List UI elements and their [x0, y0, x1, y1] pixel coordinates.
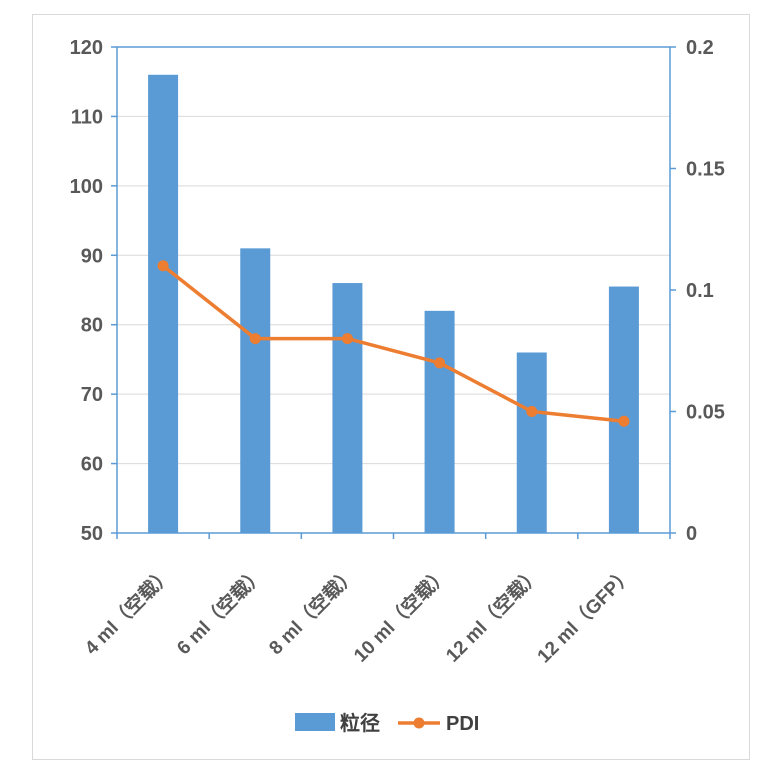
- bar: [608, 286, 639, 533]
- left-tick-label: 50: [81, 523, 103, 545]
- bar: [332, 283, 363, 533]
- chart-frame: [32, 14, 750, 760]
- pdi-point: [341, 333, 353, 345]
- left-axis-ticks: 50 60 70 80 90 100 110 120: [70, 37, 103, 545]
- bar: [424, 310, 455, 533]
- right-axis-ticks: 0 0.05 0.1 0.15 0.2: [686, 37, 725, 545]
- legend-swatch-bar: [295, 713, 335, 731]
- left-tick-label: 70: [81, 384, 103, 406]
- category-label: 12 ml（GFP）: [532, 562, 637, 667]
- pdi-point: [526, 406, 538, 417]
- legend-label-bar: 粒径: [340, 711, 380, 735]
- legend: 粒径 PDI: [295, 711, 479, 735]
- pdi-point: [618, 415, 630, 427]
- category-labels: 4 ml（空载）6 ml（空载）8 ml（空载）10 ml（空载）12 ml（空…: [80, 562, 638, 667]
- pdi-line: [161, 264, 625, 423]
- bar: [516, 352, 547, 533]
- right-tick-label: 0.1: [686, 280, 714, 302]
- pdi-point: [249, 333, 261, 345]
- right-tick-label: 0: [686, 523, 697, 545]
- legend-swatch-marker: [413, 717, 425, 729]
- category-label: 6 ml（空载）: [172, 562, 269, 659]
- pdi-point: [157, 260, 169, 272]
- legend-label-line: PDI: [446, 713, 479, 735]
- pdi-point: [434, 357, 446, 369]
- gridlines: [117, 46, 670, 534]
- left-tick-label: 80: [81, 315, 103, 337]
- plot-axes: [111, 46, 676, 539]
- left-tick-label: 100: [70, 176, 103, 198]
- left-tick-label: 120: [70, 37, 103, 59]
- category-label: 12 ml（空载）: [441, 562, 545, 666]
- left-tick-label: 90: [81, 245, 103, 267]
- category-label: 10 ml（空载）: [349, 562, 453, 666]
- right-tick-label: 0.15: [686, 159, 725, 181]
- bar: [240, 248, 271, 534]
- bar: [148, 74, 179, 534]
- category-label: 8 ml（空载）: [264, 562, 361, 659]
- right-tick-label: 0.2: [686, 37, 714, 59]
- left-tick-label: 60: [81, 454, 103, 476]
- category-label: 4 ml（空载）: [80, 562, 177, 659]
- bar-series: [148, 74, 639, 534]
- left-tick-label: 110: [71, 106, 103, 128]
- right-tick-label: 0.05: [686, 402, 725, 424]
- line-series: [157, 260, 630, 427]
